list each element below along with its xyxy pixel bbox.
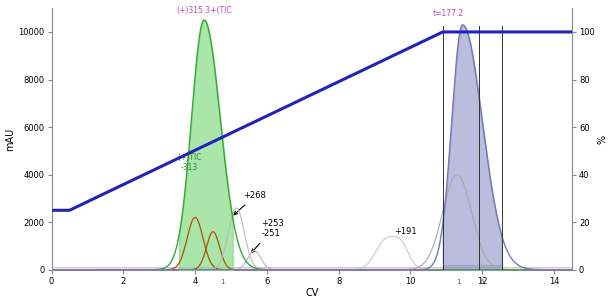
Text: 1: 1 <box>457 279 461 285</box>
Text: 1: 1 <box>220 279 224 285</box>
Text: +268: +268 <box>234 192 267 215</box>
Text: (+)315.3+(TIC: (+)315.3+(TIC <box>177 6 232 15</box>
Text: +253
-251: +253 -251 <box>251 219 284 252</box>
Text: +191: +191 <box>394 227 417 236</box>
Y-axis label: %: % <box>598 134 607 143</box>
Y-axis label: mAU: mAU <box>6 127 15 150</box>
Text: t=177.2: t=177.2 <box>433 9 463 18</box>
Text: 6: 6 <box>480 279 484 285</box>
X-axis label: CV: CV <box>305 288 318 299</box>
Text: (+)TIC
-313: (+)TIC -313 <box>178 153 202 172</box>
